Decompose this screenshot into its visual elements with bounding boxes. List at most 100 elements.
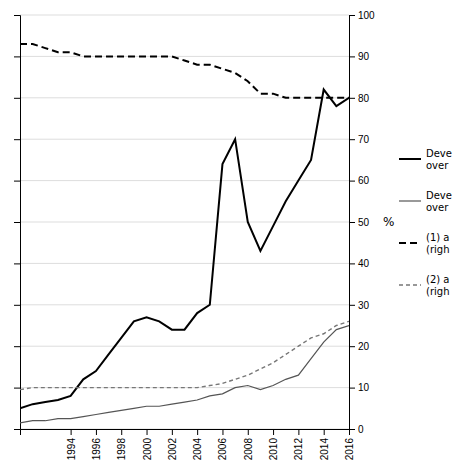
tick-mark	[349, 305, 355, 306]
tick	[14, 388, 20, 389]
tick	[14, 263, 20, 264]
tick-mark	[298, 429, 299, 435]
tick-mark	[14, 98, 20, 99]
tick	[14, 139, 20, 140]
y-axis-right: 0102030405060708090100	[349, 10, 375, 435]
tick	[14, 222, 20, 223]
tick-mark	[273, 429, 274, 435]
tick-label: 2010	[268, 438, 279, 461]
tick: 2002	[167, 429, 178, 460]
tick-label: 80	[358, 93, 370, 104]
tick: 2010	[268, 429, 279, 460]
tick-mark	[349, 139, 355, 140]
tick-mark	[71, 429, 72, 435]
tick: 2004	[192, 429, 203, 460]
tick	[14, 429, 20, 430]
tick: 0	[349, 424, 364, 435]
series-line	[20, 321, 349, 389]
legend-swatch	[399, 242, 421, 244]
tick-label: 70	[358, 134, 370, 145]
axis-line	[14, 16, 21, 430]
tick-mark	[349, 56, 355, 57]
grid-line	[20, 139, 349, 140]
series-line	[20, 326, 349, 423]
tick-mark	[172, 429, 173, 435]
tick: 2016	[344, 429, 355, 460]
tick-mark	[14, 388, 20, 389]
grid-line	[20, 222, 349, 223]
tick-label: 50	[358, 217, 370, 228]
tick-label: 60	[358, 175, 370, 186]
grid-line	[20, 304, 349, 305]
legend-label: (2) a(righ	[426, 274, 449, 297]
tick-mark	[349, 15, 355, 16]
tick: 40	[349, 258, 370, 269]
tick: 1996	[91, 429, 102, 460]
tick: 90	[349, 51, 370, 62]
series-line	[20, 90, 349, 409]
tick-mark	[96, 429, 97, 435]
tick-mark	[14, 222, 20, 223]
tick: 20	[349, 341, 370, 352]
tick-mark	[349, 263, 355, 264]
tick-label: 0	[358, 424, 364, 435]
tick: 60	[349, 175, 370, 186]
lines	[20, 44, 349, 423]
tick-mark	[324, 429, 325, 435]
tick-label: 2014	[319, 438, 330, 461]
axis-line	[350, 16, 356, 430]
tick-label: 40	[358, 258, 370, 269]
tick	[14, 15, 20, 16]
annotation: %	[383, 215, 394, 229]
tick: 2006	[217, 429, 228, 460]
tick-mark	[147, 429, 148, 435]
legend-swatch	[399, 284, 421, 285]
tick-mark	[121, 429, 122, 435]
tick	[14, 181, 20, 182]
tick-label: 2016	[344, 438, 355, 461]
tick-mark	[14, 139, 20, 140]
tick: 100	[349, 10, 375, 21]
tick	[14, 98, 20, 99]
tick: 2012	[293, 429, 304, 460]
tick-mark	[248, 429, 249, 435]
tick-mark	[349, 98, 355, 99]
grid-line	[20, 263, 349, 264]
legend: Deveover Deveover (1) a(righ (2) a(righ	[399, 148, 452, 297]
legend-item: Deveover	[399, 148, 452, 171]
tick: 30	[349, 300, 370, 311]
tick-label: 90	[358, 51, 370, 62]
legend-item: (2) a(righ	[399, 274, 449, 297]
tick-label: 2012	[293, 438, 304, 461]
tick: 70	[349, 134, 370, 145]
tick-mark	[197, 429, 198, 435]
tick: 2008	[243, 429, 254, 460]
tick-label: 1998	[116, 438, 127, 461]
tick: 2014	[319, 429, 330, 460]
grid	[20, 15, 349, 429]
tick: 80	[349, 93, 370, 104]
tick-mark	[14, 15, 20, 16]
legend-item: (1) a(righ	[399, 232, 449, 255]
tick-mark	[14, 263, 20, 264]
tick-mark	[14, 305, 20, 306]
legend-swatch	[399, 200, 421, 201]
tick: 1998	[116, 429, 127, 460]
tick	[14, 305, 20, 306]
tick-label: 2006	[217, 438, 228, 461]
grid-line	[20, 15, 349, 16]
plot: 1994199619982000200220042006200820102012…	[14, 10, 452, 461]
grid-line	[20, 56, 349, 57]
tick: 2000	[142, 429, 153, 460]
tick-label: 20	[358, 341, 370, 352]
tick-mark	[349, 388, 355, 389]
legend-swatch	[399, 158, 421, 160]
series-line	[20, 44, 349, 98]
tick-mark	[349, 429, 355, 430]
tick-mark	[349, 346, 355, 347]
tick-mark	[349, 222, 355, 223]
legend-label: Deveover	[426, 190, 452, 213]
x-axis: 1994199619982000200220042006200820102012…	[21, 429, 356, 460]
chart: 1994199619982000200220042006200820102012…	[0, 0, 474, 474]
y-axis-left	[14, 16, 21, 430]
